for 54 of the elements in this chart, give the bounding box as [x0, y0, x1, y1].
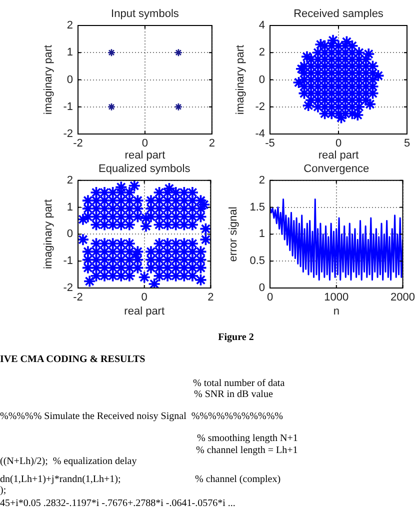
text: IVE CMA CODING & RESULTS	[0, 354, 146, 366]
y-tick-label: 0	[66, 74, 73, 86]
y-tick-label: -4	[255, 128, 265, 140]
y-tick-label: 2	[258, 174, 265, 186]
y-tick-label: -2	[63, 282, 73, 294]
text: % channel length = Lh+1	[196, 445, 298, 457]
x-tick-label: -5	[265, 138, 275, 150]
y-tick-label: 0	[258, 282, 265, 294]
text: dn(1,Lh+1)+j*randn(1,Lh+1);	[0, 474, 121, 486]
text: );	[0, 485, 6, 497]
y-tick-label: -2	[63, 128, 73, 140]
text: %%%%% Simulate the Received noisy Signal %%%%%%%%%%%	[0, 411, 283, 423]
y-tick-label: 2	[66, 20, 73, 32]
x-axis-title: n	[333, 305, 340, 318]
x-tick-label: 0	[266, 292, 274, 304]
y-tick-label: 1	[66, 201, 73, 214]
y-tick-label: 0	[66, 228, 73, 240]
text: % total number of data	[193, 378, 285, 390]
y-axis-title: error signal	[228, 206, 240, 262]
y-tick-label: 1	[66, 46, 73, 59]
chart-title: Input symbols	[111, 8, 180, 20]
y-tick-label: 4	[258, 20, 265, 32]
y-axis-title: imaginary part	[42, 199, 55, 270]
chart-title: Convergence	[304, 163, 370, 176]
y-tick-label: 1	[258, 228, 265, 240]
chart-title: Received samples	[294, 8, 384, 20]
x-tick-label: 1000	[324, 292, 349, 304]
y-axis-title: imaginary part	[234, 44, 247, 115]
y-tick-label: 2	[66, 174, 73, 186]
y-tick-label: -1	[63, 100, 73, 113]
text: Figure 2	[218, 332, 254, 344]
y-tick-label: -1	[63, 255, 73, 268]
y-tick-label: 0	[258, 74, 265, 86]
x-tick-label: 0	[142, 138, 148, 150]
x-tick-label: 5	[404, 138, 410, 150]
x-tick-label: 2	[208, 138, 216, 150]
y-tick-label: 1.5	[250, 201, 265, 214]
y-tick-label: -2	[255, 100, 265, 113]
x-tick-label: 2000	[390, 292, 416, 304]
x-tick-label: 2	[208, 292, 214, 304]
text: ((N+Lh)/2); % equalization delay	[0, 456, 137, 468]
chart-title: Equalized symbols	[98, 163, 191, 176]
x-axis-title: real part	[124, 305, 165, 318]
text: % SNR in dB value	[194, 389, 273, 401]
text: % smoothing length N+1	[197, 433, 298, 445]
x-axis-title: real part	[318, 149, 359, 162]
text: 45+i*0.05 .2832-.1197*i -.7676+.2788*i -.0641-.0576*i ...	[0, 498, 236, 510]
y-tick-label: 2	[258, 46, 265, 59]
y-tick-label: 0.5	[250, 255, 265, 268]
text: % channel (complex)	[195, 474, 281, 486]
y-axis-title: imaginary part	[42, 44, 55, 115]
x-tick-label: 0	[141, 292, 148, 304]
x-tick-label: 0	[335, 138, 342, 150]
x-axis-title: real part	[124, 149, 166, 162]
